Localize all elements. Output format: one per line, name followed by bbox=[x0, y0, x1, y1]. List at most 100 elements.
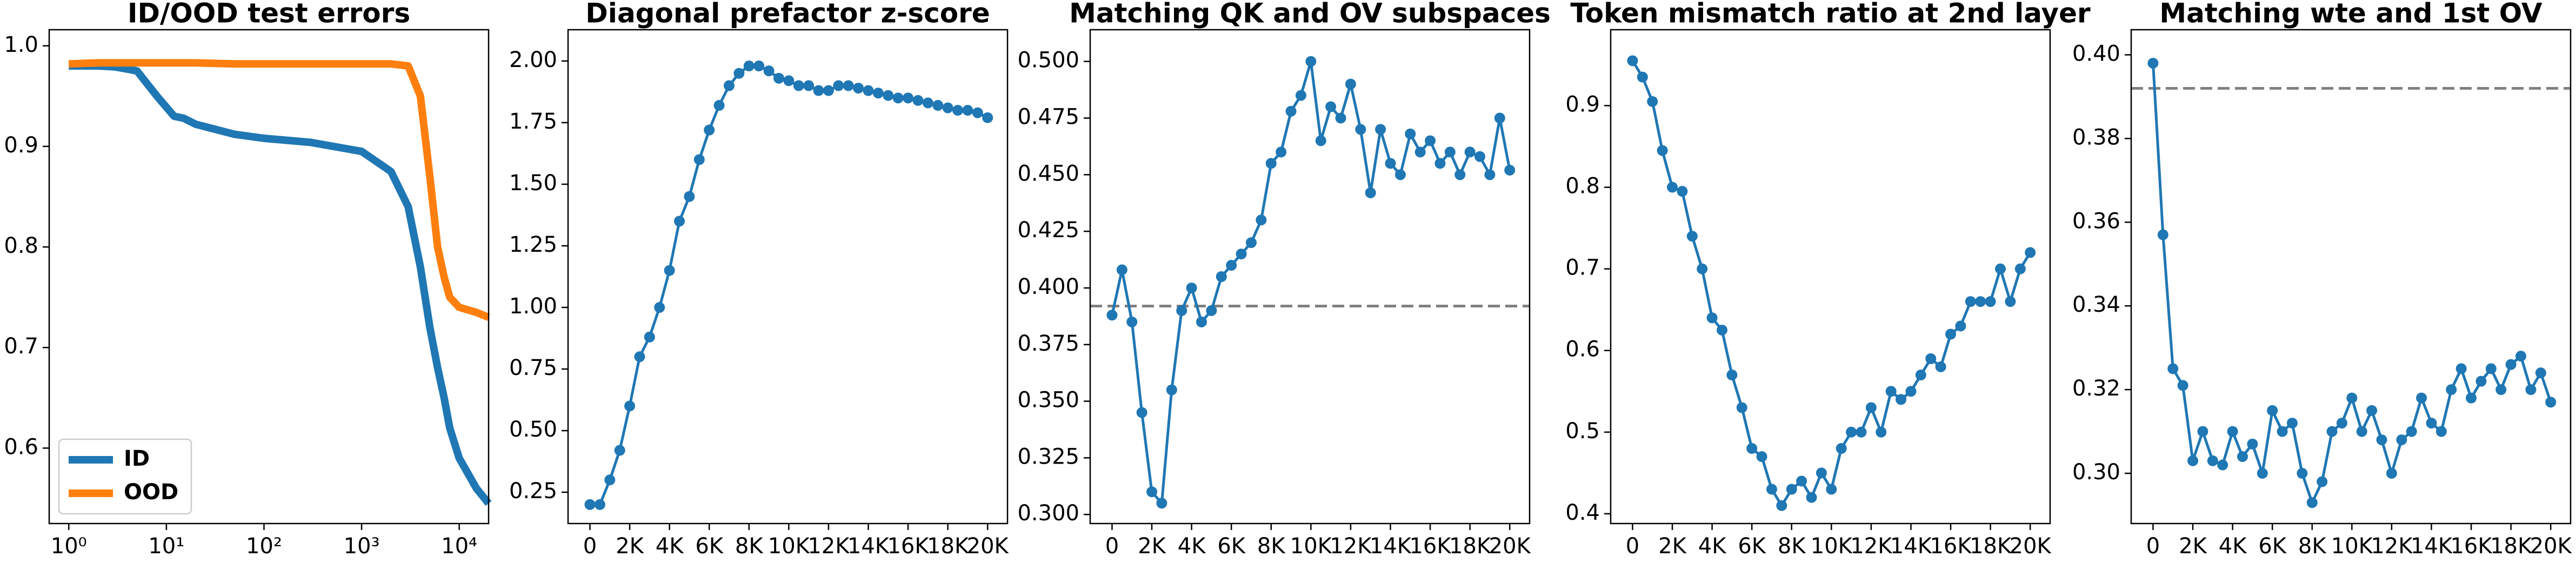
data-point bbox=[624, 400, 636, 412]
data-point bbox=[654, 302, 665, 313]
data-point bbox=[2485, 363, 2497, 374]
x-tick-label: 2K bbox=[1658, 534, 1687, 559]
data-point bbox=[2147, 57, 2159, 69]
data-point bbox=[823, 85, 834, 96]
data-point bbox=[584, 499, 596, 510]
data-point bbox=[634, 351, 645, 363]
data-point bbox=[1484, 169, 1496, 180]
chart-title: Token mismatch ratio at 2nd layer bbox=[1570, 0, 2091, 29]
x-tick-label: 16K bbox=[887, 534, 930, 559]
data-point bbox=[1717, 324, 1728, 336]
data-point bbox=[1454, 169, 1466, 180]
data-point bbox=[2535, 367, 2546, 379]
data-point bbox=[1126, 316, 1138, 327]
data-point bbox=[1305, 56, 1317, 67]
chart-title: Diagonal prefactor z-score bbox=[585, 0, 990, 29]
data-point bbox=[2167, 363, 2179, 374]
data-point bbox=[1865, 402, 1877, 413]
data-point bbox=[2495, 384, 2507, 395]
data-point bbox=[1136, 407, 1147, 418]
y-tick-label: 0.38 bbox=[2072, 125, 2120, 150]
y-tick-label: 0.375 bbox=[1017, 331, 1079, 356]
data-point bbox=[1667, 182, 1678, 193]
data-point bbox=[2187, 455, 2199, 466]
data-point bbox=[1116, 264, 1127, 276]
data-point bbox=[2286, 418, 2298, 429]
data-point bbox=[1405, 128, 1416, 139]
data-point bbox=[863, 85, 874, 96]
x-tick-label: 0 bbox=[1105, 534, 1119, 559]
data-point bbox=[1657, 145, 1668, 156]
x-tick-label: 10K bbox=[1290, 534, 1333, 559]
y-tick-label: 1.50 bbox=[509, 171, 557, 196]
data-point bbox=[972, 107, 983, 118]
series-line bbox=[2152, 63, 2552, 504]
x-tick-label: 4K bbox=[656, 534, 684, 559]
data-point bbox=[1985, 296, 1996, 307]
data-point bbox=[2317, 476, 2328, 487]
data-point bbox=[1385, 158, 1396, 169]
data-point bbox=[892, 92, 904, 104]
data-point bbox=[1256, 214, 1267, 226]
y-tick-label: 0.350 bbox=[1017, 388, 1079, 413]
data-point bbox=[1876, 426, 1887, 438]
x-tick-label: 14K bbox=[2411, 534, 2453, 559]
data-point bbox=[2475, 375, 2487, 387]
data-point bbox=[1295, 90, 1306, 101]
data-point bbox=[1265, 158, 1277, 169]
chart-title: Matching wte and 1st OV bbox=[2159, 0, 2542, 29]
y-tick-label: 2.00 bbox=[509, 48, 557, 72]
data-point bbox=[1315, 135, 1326, 146]
data-point bbox=[903, 92, 914, 104]
legend-label: ID bbox=[124, 446, 150, 471]
data-point bbox=[2386, 468, 2397, 479]
x-tick-label: 20K bbox=[967, 534, 1010, 559]
x-tick-label: 2K bbox=[616, 534, 644, 559]
data-point bbox=[783, 75, 795, 86]
data-point bbox=[2366, 405, 2378, 416]
data-point bbox=[1166, 384, 1177, 395]
series-line bbox=[69, 62, 492, 506]
y-tick-label: 0.9 bbox=[1565, 92, 1600, 117]
x-tick-label: 18K bbox=[927, 534, 970, 559]
y-tick-label: 0.425 bbox=[1017, 218, 1079, 243]
data-point bbox=[1935, 361, 1946, 372]
x-tick-label: 16K bbox=[1930, 534, 1972, 559]
data-point bbox=[2396, 434, 2407, 446]
data-point bbox=[1414, 146, 1426, 158]
data-point bbox=[1285, 105, 1297, 117]
data-point bbox=[2267, 405, 2278, 416]
y-tick-label: 0.8 bbox=[4, 233, 38, 258]
data-point bbox=[614, 445, 625, 456]
y-tick-label: 0.6 bbox=[4, 434, 38, 459]
data-point bbox=[1836, 443, 1847, 454]
data-point bbox=[952, 105, 964, 116]
y-tick-label: 0.4 bbox=[1565, 500, 1600, 525]
x-tick-label: 2K bbox=[2179, 534, 2207, 559]
data-point bbox=[1915, 370, 1926, 381]
data-point bbox=[1796, 475, 1807, 487]
data-point bbox=[2446, 384, 2457, 395]
data-point bbox=[2346, 392, 2358, 404]
data-point bbox=[1766, 484, 1777, 495]
x-tick-label: 14K bbox=[1370, 534, 1412, 559]
data-point bbox=[644, 331, 655, 343]
x-tick-label: 10¹ bbox=[148, 534, 184, 559]
data-point bbox=[1216, 271, 1227, 282]
axes-frame bbox=[1089, 29, 1531, 525]
data-point bbox=[1345, 78, 1356, 90]
x-tick-label: 6K bbox=[1217, 534, 1246, 559]
data-point bbox=[2297, 468, 2308, 479]
data-point bbox=[1816, 467, 1827, 479]
x-tick-label: 14K bbox=[1890, 534, 1933, 559]
y-tick-label: 0.34 bbox=[2072, 292, 2120, 317]
y-tick-label: 0.8 bbox=[1565, 174, 1600, 199]
data-point bbox=[2277, 426, 2288, 437]
x-tick-label: 4K bbox=[1698, 534, 1727, 559]
data-point bbox=[704, 124, 715, 136]
y-tick-label: 0.32 bbox=[2072, 376, 2120, 401]
x-tick-label: 6K bbox=[1738, 534, 1766, 559]
data-point bbox=[1925, 353, 1937, 364]
data-point bbox=[803, 80, 815, 91]
